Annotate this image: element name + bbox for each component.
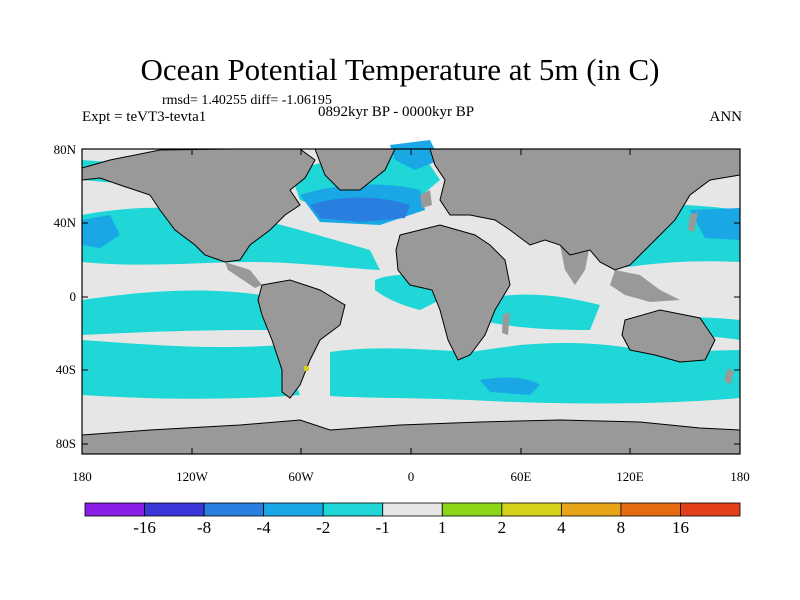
colorbar-label: 1: [438, 518, 447, 537]
colorbar-label: 2: [497, 518, 507, 537]
colorbar-swatch: [84, 502, 145, 517]
lon-label: 60W: [288, 469, 314, 484]
colorbar-label: 16: [671, 518, 689, 537]
colorbar-label: -2: [316, 518, 331, 537]
lon-label: 120E: [616, 469, 644, 484]
colorbar-label: -4: [256, 518, 271, 537]
colorbar-swatch: [203, 502, 265, 517]
coastlines: [81, 148, 741, 436]
lat-label: 40N: [53, 215, 76, 230]
lat-label: 40S: [55, 362, 76, 377]
lat-label: 0: [69, 289, 77, 304]
stats-text: rmsd= 1.40255 diff= -1.06195: [162, 93, 332, 108]
colorbar-label: -16: [133, 518, 156, 537]
lat-label: 80S: [55, 436, 76, 451]
season-label: ANN: [709, 109, 743, 125]
colorbar-label: -1: [375, 518, 390, 537]
colorbar-swatch: [144, 502, 205, 517]
lon-label: 120W: [176, 469, 208, 484]
colorbar-swatch: [560, 502, 622, 517]
lon-label: 0: [407, 469, 415, 484]
hotspot-marker: [304, 366, 309, 371]
lon-label: 180: [72, 469, 92, 484]
colorbar-label: 4: [557, 518, 566, 537]
lat-ticks: [82, 148, 740, 445]
colorbar-label: 8: [616, 518, 626, 537]
colorbar: [84, 502, 741, 517]
colorbar-swatch: [620, 502, 681, 517]
experiment-label: Expt = teVT3-tevta1: [82, 109, 207, 125]
colorbar-swatch: [382, 502, 443, 517]
land: [82, 149, 740, 454]
colorbar-swatch: [680, 502, 741, 517]
colorbar-label: -8: [196, 518, 212, 537]
lon-label: 180: [730, 469, 750, 484]
colorbar-swatch: [322, 502, 384, 517]
lon-label: 60E: [510, 469, 532, 484]
map-panel: [81, 140, 741, 455]
lon-ticks: [81, 149, 741, 454]
lat-label: 80N: [53, 142, 76, 157]
map-title: Ocean Potential Temperature at 5m (in C): [140, 52, 660, 87]
period-label: 0892kyr BP - 0000kyr BP: [318, 104, 475, 120]
colorbar-swatch: [263, 502, 324, 517]
colorbar-swatch: [501, 502, 562, 517]
colorbar-swatch: [441, 502, 503, 517]
